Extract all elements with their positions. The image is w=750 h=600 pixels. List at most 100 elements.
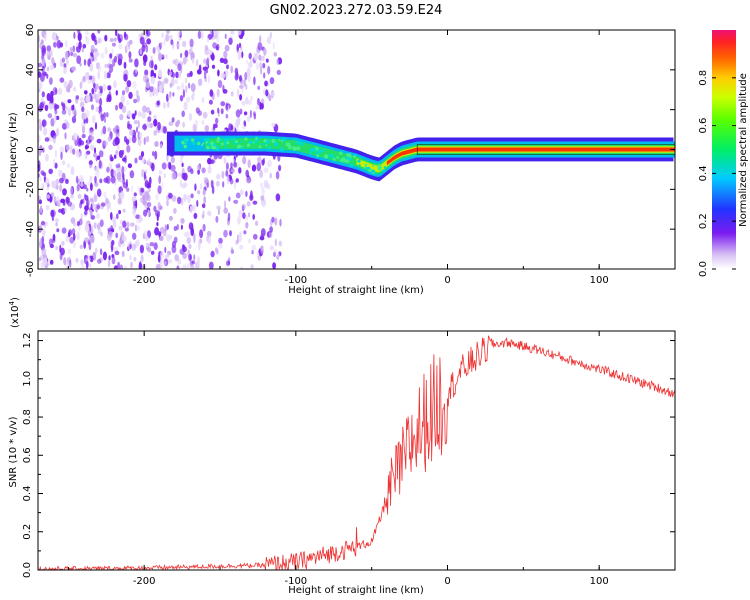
noise-speck	[188, 112, 193, 121]
noise-speck	[197, 190, 201, 195]
noise-speck	[221, 170, 225, 179]
noise-speck	[39, 240, 43, 249]
noise-speck	[278, 164, 282, 172]
noise-speck	[210, 179, 214, 189]
noise-speck	[55, 196, 60, 206]
noise-speck	[208, 261, 214, 269]
noise-speck	[181, 82, 185, 91]
noise-speck	[95, 106, 99, 113]
spectrogram-content	[38, 30, 675, 269]
noise-speck	[183, 182, 188, 187]
noise-speck	[141, 169, 145, 178]
ridge-speck	[383, 166, 386, 169]
noise-speck	[103, 140, 109, 147]
noise-speck	[93, 194, 98, 203]
x-tick-label: 0	[444, 576, 450, 587]
noise-speck	[75, 175, 79, 184]
noise-speck	[250, 264, 254, 269]
ridge-speck	[358, 164, 361, 167]
noise-speck	[145, 135, 150, 143]
noise-speck	[127, 163, 132, 169]
noise-speck	[76, 231, 80, 241]
noise-speck	[120, 94, 126, 104]
noise-speck	[211, 185, 215, 195]
noise-speck	[197, 78, 203, 87]
noise-speck	[81, 175, 84, 183]
noise-speck	[256, 61, 260, 71]
noise-speck	[271, 216, 275, 223]
noise-speck	[51, 238, 56, 244]
noise-speck	[94, 176, 97, 184]
noise-speck	[188, 48, 193, 56]
noise-speck	[48, 144, 53, 150]
noise-speck	[190, 168, 194, 175]
noise-speck	[260, 66, 263, 75]
noise-speck	[220, 101, 226, 107]
noise-speck	[166, 223, 169, 230]
noise-speck	[146, 201, 152, 208]
noise-speck	[55, 178, 60, 185]
noise-speck	[274, 217, 278, 226]
noise-speck	[73, 31, 76, 39]
noise-speck	[115, 232, 119, 239]
noise-speck	[230, 162, 233, 168]
noise-speck	[86, 187, 89, 192]
noise-speck	[219, 57, 225, 63]
noise-speck	[38, 81, 43, 90]
noise-speck	[223, 200, 227, 209]
ridge-speck	[273, 142, 279, 147]
noise-speck	[91, 36, 95, 41]
noise-speck	[72, 45, 76, 53]
noise-speck	[147, 209, 150, 218]
noise-speck	[202, 210, 205, 218]
noise-speck	[118, 150, 124, 158]
snr-multiplier: (x104)	[8, 297, 21, 328]
ridge-speck	[367, 166, 371, 170]
noise-speck	[87, 139, 90, 147]
ridge-speck	[260, 142, 264, 146]
noise-speck	[253, 113, 256, 120]
ridge-speck	[345, 156, 349, 160]
noise-speck	[53, 41, 57, 48]
noise-speck	[123, 136, 128, 143]
noise-speck	[144, 192, 149, 201]
noise-speck	[228, 196, 231, 202]
noise-speck	[113, 126, 117, 135]
noise-speck	[46, 66, 50, 72]
noise-speck	[90, 96, 93, 103]
noise-speck	[42, 147, 45, 153]
noise-speck	[100, 129, 104, 136]
y-tick-label: 1.0	[22, 371, 33, 387]
noise-speck	[153, 242, 158, 251]
noise-speck	[107, 86, 111, 91]
noise-speck	[206, 57, 210, 66]
noise-speck	[108, 231, 113, 238]
ridge-speck	[233, 137, 236, 141]
noise-speck	[95, 156, 98, 162]
noise-speck	[128, 51, 132, 59]
y-tick-label: -60	[25, 261, 36, 277]
noise-speck	[108, 255, 111, 261]
noise-speck	[143, 171, 146, 180]
noise-speck	[241, 51, 244, 59]
noise-speck	[189, 38, 194, 48]
noise-speck	[65, 50, 69, 60]
noise-speck	[197, 30, 202, 39]
noise-speck	[245, 221, 249, 229]
noise-speck	[56, 228, 60, 233]
noise-speck	[260, 245, 264, 251]
noise-speck	[93, 152, 98, 158]
noise-speck	[215, 117, 219, 125]
ridge-speck	[244, 137, 248, 141]
noise-speck	[68, 107, 71, 117]
noise-speck	[194, 119, 199, 127]
noise-speck	[128, 58, 133, 63]
noise-speck	[44, 153, 49, 162]
noise-speck	[63, 68, 67, 74]
noise-speck	[269, 31, 273, 39]
noise-speck	[168, 215, 173, 221]
noise-speck	[82, 43, 87, 49]
noise-speck	[126, 100, 130, 106]
noise-speck	[102, 251, 107, 261]
noise-speck	[241, 203, 246, 210]
